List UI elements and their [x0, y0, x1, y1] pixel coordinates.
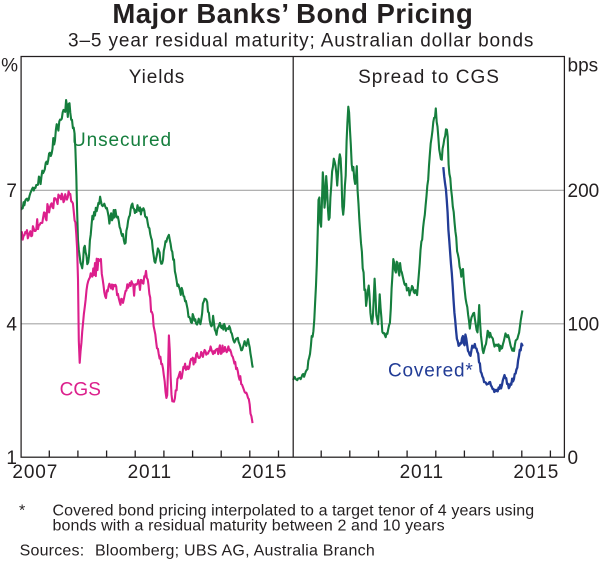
svg-text:Bloomberg; UBS AG, Australia B: Bloomberg; UBS AG, Australia Branch — [95, 543, 375, 560]
svg-text:Covered*: Covered* — [388, 360, 474, 381]
svg-text:2015: 2015 — [513, 462, 559, 483]
svg-text:7: 7 — [6, 181, 17, 202]
svg-text:3–5 year residual maturity; Au: 3–5 year residual maturity; Australian d… — [68, 31, 534, 52]
svg-text:4: 4 — [6, 315, 17, 336]
svg-text:Major Banks’ Bond Pricing: Major Banks’ Bond Pricing — [112, 0, 473, 29]
svg-text:*: * — [19, 503, 25, 520]
svg-text:2007: 2007 — [12, 462, 58, 483]
svg-text:bps: bps — [568, 55, 599, 76]
svg-text:Sources:: Sources: — [20, 543, 85, 560]
svg-text:Yields: Yields — [129, 67, 185, 88]
svg-text:Covered bond pricing interpola: Covered bond pricing interpolated to a t… — [53, 503, 535, 520]
svg-text:Spread to CGS: Spread to CGS — [358, 67, 500, 88]
svg-text:2011: 2011 — [400, 462, 444, 483]
svg-text:2015: 2015 — [241, 462, 287, 483]
svg-text:100: 100 — [568, 315, 600, 336]
svg-text:2011: 2011 — [128, 462, 172, 483]
svg-text:Unsecured: Unsecured — [72, 130, 172, 151]
svg-text:0: 0 — [568, 448, 579, 469]
svg-text:200: 200 — [568, 181, 600, 202]
svg-text:CGS: CGS — [60, 379, 101, 400]
svg-text:bonds with a residual maturity: bonds with a residual maturity between 2… — [53, 518, 445, 535]
svg-text:1: 1 — [6, 448, 17, 469]
svg-text:%: % — [1, 55, 18, 76]
